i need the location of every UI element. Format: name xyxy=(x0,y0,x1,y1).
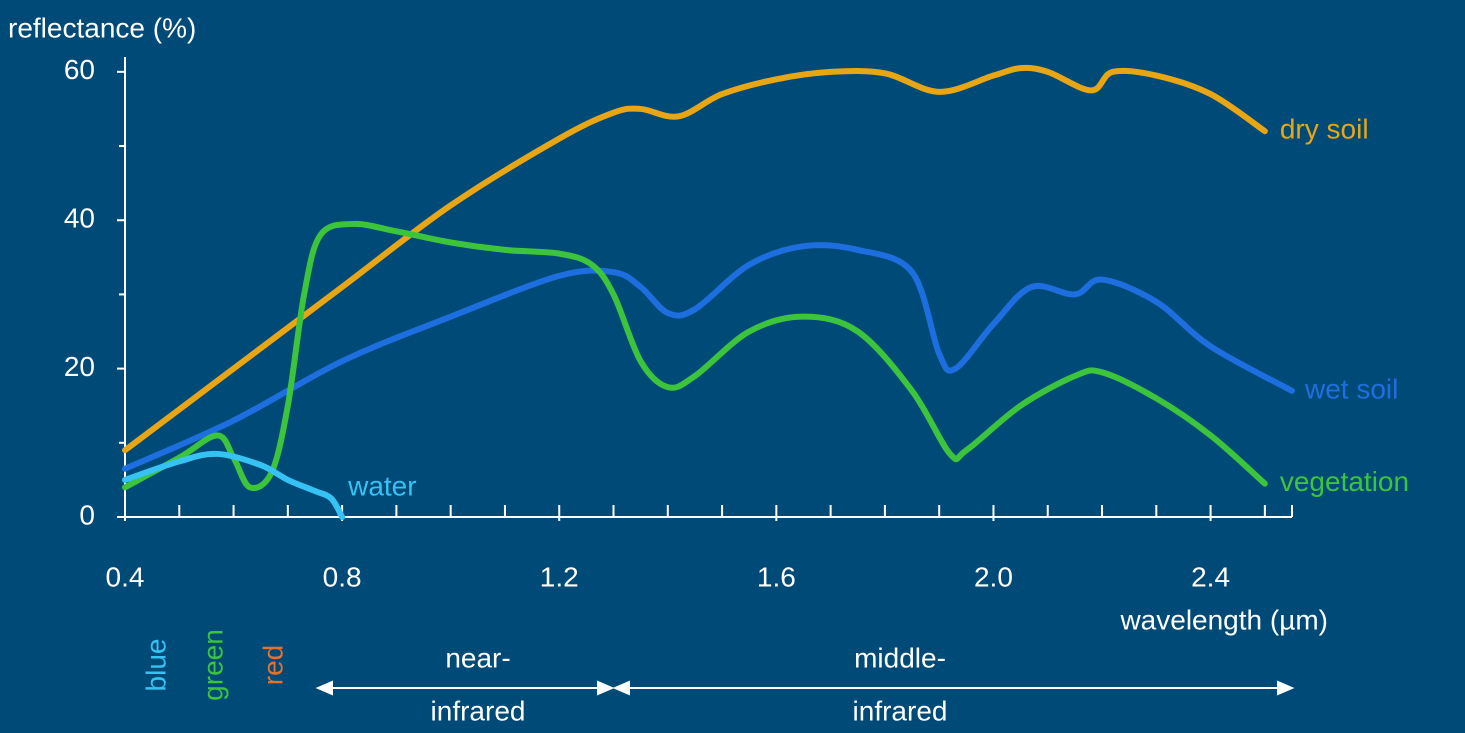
x-axis-label: wavelength (µm) xyxy=(1119,604,1328,635)
y-tick-label: 0 xyxy=(79,499,95,530)
y-tick-label: 40 xyxy=(64,203,95,234)
y-tick-label: 20 xyxy=(64,351,95,382)
arrow-head xyxy=(612,680,630,696)
region-arrows xyxy=(315,680,1295,696)
y-tick-label: 60 xyxy=(64,54,95,85)
x-tick-label: 1.2 xyxy=(540,561,579,592)
x-tick-label: 0.8 xyxy=(323,561,362,592)
region-label: infrared xyxy=(853,695,948,726)
series-line xyxy=(122,450,346,520)
y-axis-label: reflectance (%) xyxy=(8,12,196,43)
arrow-head xyxy=(315,680,333,696)
arrow-head xyxy=(597,680,615,696)
x-tick-label: 1.6 xyxy=(757,561,796,592)
series-line xyxy=(122,220,1268,491)
series-label: wet soil xyxy=(1304,373,1398,404)
arrow-head xyxy=(1277,680,1295,696)
region-label: infrared xyxy=(431,695,526,726)
x-tick-label: 0.4 xyxy=(106,561,145,592)
series-label: dry soil xyxy=(1280,114,1369,145)
series-line xyxy=(122,64,1268,454)
series-label: vegetation xyxy=(1280,466,1409,497)
band-label: blue xyxy=(140,639,171,692)
region-label: middle- xyxy=(854,642,946,673)
series-label: water xyxy=(347,470,416,501)
band-label: green xyxy=(197,629,228,701)
region-label: near- xyxy=(445,642,510,673)
series-line xyxy=(122,242,1295,472)
x-tick-label: 2.4 xyxy=(1191,561,1230,592)
x-tick-label: 2.0 xyxy=(974,561,1013,592)
band-label: red xyxy=(257,645,288,685)
